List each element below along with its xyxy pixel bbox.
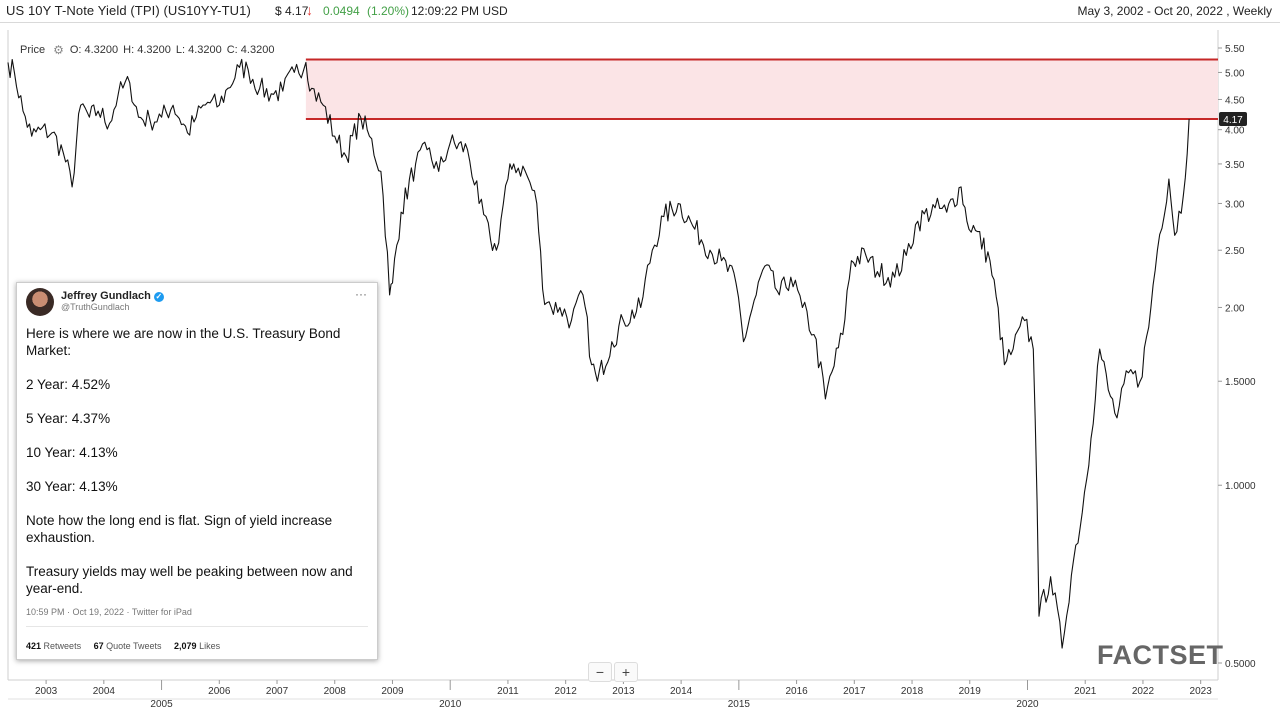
y-tick-label: 5.50 (1225, 44, 1245, 55)
x-tick-label: 2021 (1074, 686, 1097, 697)
x-tick-label: 2011 (497, 686, 519, 697)
author-name-text: Jeffrey Gundlach (61, 290, 151, 302)
y-tick-label: 4.50 (1225, 95, 1245, 106)
x-tick-label: 2017 (843, 686, 866, 697)
x-tick-label: 2013 (612, 686, 635, 697)
price-change-percent: (1.20%) (367, 4, 410, 18)
high-value: H: 4.3200 (123, 44, 171, 56)
like-count[interactable]: 2,079 Likes (174, 641, 221, 651)
open-value: O: 4.3200 (69, 44, 119, 56)
y-tick-label: 3.50 (1225, 160, 1245, 171)
date-range[interactable]: May 3, 2002 - Oct 20, 2022 , Weekly (1077, 4, 1272, 18)
x-tick-label: 2016 (785, 686, 808, 697)
resistance-band (305, 59, 1218, 120)
tweet-line: 5 Year: 4.37% (26, 411, 111, 426)
x-tick-label: 2023 (1190, 686, 1213, 697)
low-value: L: 4.3200 (175, 44, 222, 56)
y-tick-label: 5.00 (1225, 68, 1245, 79)
tweet-stats: 421 Retweets 67 Quote Tweets 2,079 Likes (26, 641, 230, 651)
x-tick-label-major: 2015 (728, 699, 751, 710)
y-tick-label: 2.00 (1225, 303, 1245, 314)
quote-time: 12:09:22 PM USD (411, 4, 508, 18)
y-tick-label: 1.5000 (1225, 377, 1256, 388)
x-tick-label: 2019 (959, 686, 982, 697)
x-tick-label: 2009 (381, 686, 404, 697)
y-tick-label: 1.0000 (1225, 481, 1256, 492)
down-arrow-icon: ↓ (306, 2, 313, 18)
ohlc-legend: Price ⚙ O: 4.3200 H: 4.3200 L: 4.3200 C:… (20, 43, 279, 57)
x-tick-label-major: 2010 (439, 699, 462, 710)
tweet-line: Treasury yields may well be peaking betw… (26, 564, 353, 596)
close-value: C: 4.3200 (226, 44, 275, 56)
last-price: $ 4.17 (275, 4, 309, 18)
x-tick-label: 2012 (555, 686, 578, 697)
x-tick-label: 2022 (1132, 686, 1155, 697)
tweet-line: Note how the long end is flat. Sign of y… (26, 513, 333, 545)
x-tick-label-major: 2020 (1016, 699, 1039, 710)
zoom-in-button[interactable]: + (614, 662, 638, 682)
tweet-author-name[interactable]: Jeffrey Gundlach ✓ (61, 290, 164, 302)
last-price-label: 4.17 (1223, 115, 1243, 126)
tweet-timestamp[interactable]: 10:59 PM · Oct 19, 2022 · Twitter for iP… (26, 607, 192, 617)
tweet-line: 30 Year: 4.13% (26, 479, 118, 494)
instrument-title: US 10Y T-Note Yield (TPI) (US10YY-TU1) (6, 3, 251, 18)
quote-count[interactable]: 67 Quote Tweets (93, 641, 162, 651)
chart-header: US 10Y T-Note Yield (TPI) (US10YY-TU1) $… (0, 0, 1280, 23)
x-tick-label: 2014 (670, 686, 693, 697)
tweet-line: Here is where we are now in the U.S. Tre… (26, 326, 341, 358)
y-tick-label: 4.00 (1225, 126, 1245, 137)
x-tick-label: 2006 (208, 686, 231, 697)
gear-icon[interactable]: ⚙ (53, 43, 64, 57)
zoom-out-button[interactable]: − (588, 662, 612, 682)
last-price-tag (1219, 112, 1247, 127)
price-change: 0.0494 (323, 4, 360, 18)
factset-logo: FACTSET (1097, 640, 1224, 670)
more-options-icon[interactable]: ··· (355, 287, 367, 301)
x-tick-label: 2007 (266, 686, 289, 697)
x-tick-label: 2004 (93, 686, 116, 697)
y-tick-label: 2.50 (1225, 246, 1245, 257)
zoom-controls: − + (588, 662, 640, 682)
series-label: Price (20, 44, 46, 56)
tweet-line: 10 Year: 4.13% (26, 445, 118, 460)
yield-line-series (7, 58, 1190, 649)
x-tick-label: 2003 (35, 686, 58, 697)
tweet-card: Jeffrey Gundlach ✓ @TruthGundlach ··· Her… (16, 282, 378, 660)
x-tick-label: 2018 (901, 686, 924, 697)
x-tick-label: 2008 (324, 686, 347, 697)
verified-badge-icon: ✓ (153, 292, 164, 302)
y-tick-label: 3.00 (1225, 199, 1245, 210)
avatar[interactable] (26, 288, 54, 316)
y-tick-label: 0.5000 (1225, 659, 1256, 670)
tweet-author-handle[interactable]: @TruthGundlach (61, 302, 130, 312)
x-tick-label-major: 2005 (150, 699, 173, 710)
divider (26, 626, 368, 627)
tweet-body: Here is where we are now in the U.S. Tre… (26, 325, 366, 614)
tweet-line: 2 Year: 4.52% (26, 377, 111, 392)
retweet-count[interactable]: 421 Retweets (26, 641, 82, 651)
